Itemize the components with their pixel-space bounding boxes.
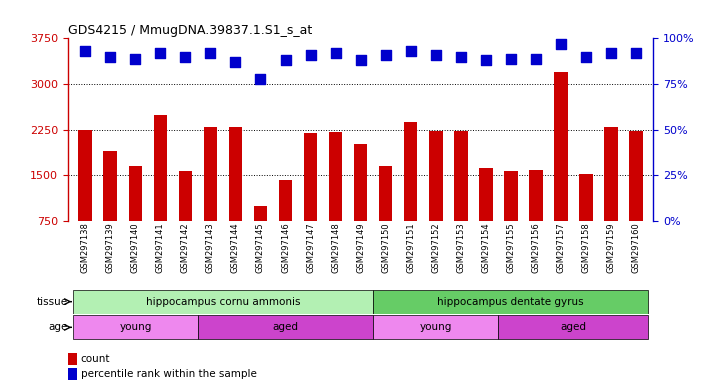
Bar	[154, 114, 167, 221]
Point	[630, 50, 641, 56]
Bar	[529, 170, 543, 221]
Bar	[428, 131, 443, 221]
Bar	[104, 151, 117, 221]
Bar	[373, 315, 498, 339]
Text: count: count	[81, 354, 110, 364]
Bar	[278, 180, 293, 221]
Point	[255, 76, 266, 82]
Bar	[178, 170, 192, 221]
Bar	[479, 168, 493, 221]
Text: young: young	[419, 322, 452, 333]
Point	[230, 59, 241, 65]
Point	[605, 50, 616, 56]
Bar	[504, 170, 518, 221]
Point	[305, 52, 316, 58]
Text: percentile rank within the sample: percentile rank within the sample	[81, 369, 256, 379]
Point	[280, 57, 291, 63]
Bar	[498, 315, 648, 339]
Point	[555, 41, 566, 47]
Text: hippocampus cornu ammonis: hippocampus cornu ammonis	[146, 296, 300, 307]
Point	[530, 55, 541, 61]
Bar	[378, 166, 393, 221]
Bar	[604, 127, 618, 221]
Bar	[328, 132, 343, 221]
Text: age: age	[48, 322, 67, 333]
Point	[580, 54, 591, 60]
Bar	[554, 72, 568, 221]
Point	[330, 50, 341, 56]
Point	[355, 57, 366, 63]
Point	[130, 55, 141, 61]
Bar	[353, 144, 368, 221]
Bar	[373, 290, 648, 314]
Bar	[79, 130, 92, 221]
Text: tissue: tissue	[36, 296, 67, 307]
Point	[80, 48, 91, 54]
Point	[405, 48, 416, 54]
Text: young: young	[119, 322, 151, 333]
Bar	[579, 174, 593, 221]
Point	[505, 55, 516, 61]
Point	[205, 50, 216, 56]
Text: aged: aged	[273, 322, 298, 333]
Point	[105, 54, 116, 60]
Bar	[403, 122, 418, 221]
Point	[455, 54, 466, 60]
Bar	[228, 127, 242, 221]
Bar	[303, 133, 318, 221]
Bar	[73, 290, 373, 314]
Text: aged: aged	[560, 322, 586, 333]
Point	[430, 52, 441, 58]
Bar	[198, 315, 373, 339]
Point	[180, 54, 191, 60]
Text: hippocampus dentate gyrus: hippocampus dentate gyrus	[438, 296, 584, 307]
Text: GDS4215 / MmugDNA.39837.1.S1_s_at: GDS4215 / MmugDNA.39837.1.S1_s_at	[68, 24, 312, 37]
Bar	[129, 166, 142, 221]
Point	[155, 50, 166, 56]
Point	[480, 57, 491, 63]
Bar	[203, 127, 217, 221]
Point	[380, 52, 391, 58]
Bar	[454, 131, 468, 221]
Bar	[253, 206, 267, 221]
Bar	[629, 131, 643, 221]
Bar	[73, 315, 198, 339]
